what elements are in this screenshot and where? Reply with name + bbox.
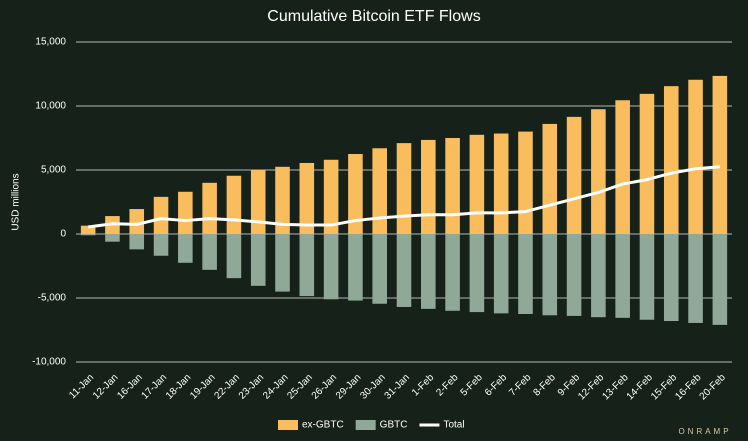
brand: ONRAMP bbox=[678, 427, 731, 436]
bar bbox=[542, 234, 558, 316]
bar bbox=[153, 196, 169, 234]
legend-label: ex-GBTC bbox=[302, 420, 344, 431]
y-tick-label: -10,000 bbox=[32, 357, 66, 368]
x-tick-label: 23-Jan bbox=[237, 372, 266, 401]
bar bbox=[348, 234, 363, 301]
x-tick-label: 16-Jan bbox=[115, 372, 144, 401]
bar bbox=[566, 234, 582, 316]
y-tick-label: 5,000 bbox=[41, 165, 66, 176]
x-tick-label: 16-Feb bbox=[673, 372, 703, 402]
x-tick-label: 1-Feb bbox=[410, 372, 437, 399]
x-tick-label: 26-Jan bbox=[310, 372, 339, 401]
bar bbox=[712, 234, 728, 325]
bar bbox=[226, 234, 242, 279]
x-tick-label: 13-Feb bbox=[600, 372, 630, 402]
bar bbox=[445, 234, 460, 311]
x-tick-label: 11-Jan bbox=[67, 372, 96, 401]
y-tick-label: 0 bbox=[60, 229, 66, 240]
chart-title: Cumulative Bitcoin ETF Flows bbox=[267, 8, 480, 25]
x-tick-label: 25-Jan bbox=[285, 372, 314, 401]
y-tick-label: 15,000 bbox=[35, 37, 66, 48]
bar bbox=[639, 93, 655, 234]
x-tick-label: 8-Feb bbox=[532, 372, 559, 399]
bar bbox=[80, 234, 96, 236]
bar bbox=[688, 234, 703, 323]
bar bbox=[615, 100, 630, 235]
bar bbox=[712, 75, 728, 234]
bar bbox=[566, 116, 582, 234]
legend-swatch bbox=[355, 420, 376, 430]
legend-label: Total bbox=[443, 420, 464, 431]
x-tick-label: 12-Feb bbox=[576, 372, 606, 402]
bar bbox=[469, 134, 485, 234]
bar bbox=[202, 234, 217, 270]
bar bbox=[275, 234, 290, 292]
bar bbox=[518, 131, 533, 234]
bar bbox=[591, 234, 606, 318]
bar bbox=[80, 225, 96, 234]
bar bbox=[663, 86, 679, 234]
bar bbox=[178, 191, 193, 234]
y-tick-label: 10,000 bbox=[35, 101, 66, 112]
x-tick-label: 15-Feb bbox=[649, 372, 679, 402]
bar bbox=[469, 234, 485, 313]
x-tick-label: 20-Feb bbox=[698, 372, 728, 402]
bar bbox=[396, 234, 412, 307]
x-tick-label: 24-Jan bbox=[261, 372, 290, 401]
y-axis-label: USD millions bbox=[11, 173, 22, 230]
bar bbox=[275, 166, 290, 234]
bar bbox=[348, 154, 363, 234]
bar bbox=[688, 79, 703, 234]
x-tick-label: 22-Jan bbox=[213, 372, 242, 401]
bar bbox=[153, 234, 169, 256]
bar bbox=[299, 162, 315, 234]
bar bbox=[202, 182, 217, 234]
bar bbox=[129, 209, 145, 234]
x-tick-label: 29-Jan bbox=[334, 372, 363, 401]
legend-label: GBTC bbox=[380, 420, 408, 431]
bar bbox=[493, 234, 509, 314]
bar bbox=[178, 234, 193, 263]
x-tick-label: 12-Jan bbox=[91, 372, 120, 401]
bar bbox=[445, 138, 460, 234]
bar bbox=[615, 234, 630, 318]
bar bbox=[518, 234, 533, 314]
x-tick-label: 17-Jan bbox=[140, 372, 169, 401]
bar bbox=[299, 234, 315, 297]
bar bbox=[250, 170, 266, 234]
x-tick-label: 5-Feb bbox=[459, 372, 486, 399]
bar bbox=[421, 234, 436, 309]
bar bbox=[226, 175, 242, 234]
bar bbox=[396, 143, 412, 234]
bar bbox=[105, 234, 120, 242]
x-tick-label: 31-Jan bbox=[383, 372, 412, 401]
bar bbox=[421, 139, 436, 234]
bar bbox=[372, 234, 387, 304]
x-tick-label: 19-Jan bbox=[188, 372, 217, 401]
x-tick-label: 6-Feb bbox=[483, 372, 510, 399]
bar bbox=[129, 234, 145, 250]
x-tick-label: 30-Jan bbox=[358, 372, 387, 401]
x-tick-label: 18-Jan bbox=[164, 372, 193, 401]
line bbox=[87, 165, 720, 229]
bar bbox=[323, 159, 339, 234]
x-tick-label: 7-Feb bbox=[507, 372, 534, 399]
y-tick-label: -5,000 bbox=[38, 293, 67, 304]
bar bbox=[639, 234, 655, 320]
bar bbox=[323, 234, 339, 300]
bar bbox=[493, 133, 509, 234]
bar bbox=[250, 234, 266, 286]
bar bbox=[591, 109, 606, 234]
x-tick-label: 14-Feb bbox=[625, 372, 655, 402]
x-tick-label: 2-Feb bbox=[434, 372, 461, 399]
legend-swatch bbox=[278, 420, 298, 430]
bar bbox=[663, 234, 679, 322]
bar bbox=[372, 148, 387, 234]
bar bbox=[542, 123, 558, 234]
